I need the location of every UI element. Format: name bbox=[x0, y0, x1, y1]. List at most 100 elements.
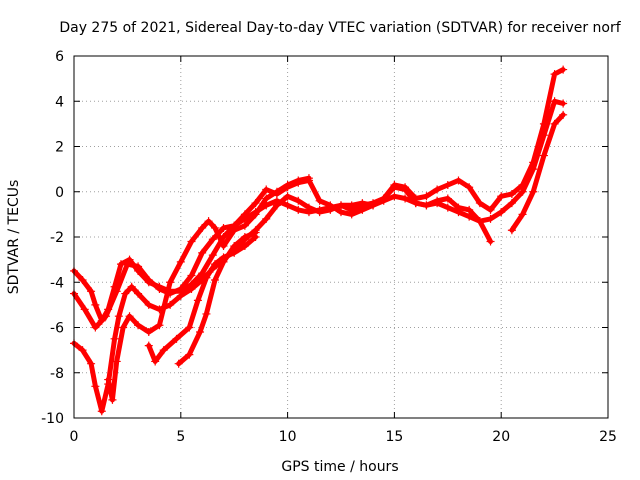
series-5-point bbox=[193, 296, 202, 305]
series-2-point bbox=[315, 196, 324, 205]
series-6-point bbox=[202, 309, 211, 318]
x-tick-label: 10 bbox=[279, 429, 297, 445]
series-3-point bbox=[486, 237, 495, 246]
series-4-point bbox=[144, 328, 153, 337]
series-4-point bbox=[240, 221, 249, 230]
series-5-point bbox=[185, 323, 194, 332]
series-4-point bbox=[166, 278, 175, 287]
series-3-point bbox=[518, 210, 527, 219]
axis-ticks: 0 5 10 15 20 25 -10 -8 -6 -4 -2 0 2 4 6 bbox=[41, 49, 617, 445]
series-2-point bbox=[475, 199, 484, 208]
series-2-point bbox=[251, 199, 260, 208]
series-2-point bbox=[507, 190, 516, 199]
series-3-point bbox=[114, 312, 123, 321]
series-3-point bbox=[454, 203, 463, 212]
series-3-point bbox=[304, 203, 313, 212]
series-2-point bbox=[443, 180, 452, 189]
series-1-point bbox=[401, 194, 410, 203]
series-1-point bbox=[87, 287, 96, 296]
series-2-point bbox=[208, 235, 217, 244]
plot-frame bbox=[73, 55, 609, 419]
series-1-point bbox=[78, 275, 87, 284]
series-4-point bbox=[198, 223, 207, 232]
series-2-point bbox=[422, 192, 431, 201]
y-tick-label: 0 bbox=[55, 185, 64, 201]
series-3-point bbox=[433, 196, 442, 205]
series-5-point bbox=[144, 341, 153, 350]
y-tick-label: -2 bbox=[50, 230, 64, 246]
series-4-point bbox=[294, 176, 303, 185]
series-4-point bbox=[125, 312, 134, 321]
series-2-point bbox=[91, 323, 100, 332]
series-3-point bbox=[97, 407, 106, 416]
series-6-point bbox=[174, 359, 183, 368]
series-3-point bbox=[144, 300, 153, 309]
series-5-point bbox=[240, 242, 249, 251]
series-4-point bbox=[283, 180, 292, 189]
series-3-point bbox=[272, 201, 281, 210]
series-3-point bbox=[176, 291, 185, 300]
series-3-point bbox=[422, 201, 431, 210]
series-3-point bbox=[315, 208, 324, 217]
series-3-point bbox=[127, 282, 136, 291]
series-5-point bbox=[210, 260, 219, 269]
series-3-point bbox=[134, 289, 143, 298]
series-4-point bbox=[204, 217, 213, 226]
series-1-point bbox=[507, 199, 516, 208]
series-2-point bbox=[112, 287, 121, 296]
series-3-point bbox=[507, 226, 516, 235]
series-3-point bbox=[283, 192, 292, 201]
series-1-point bbox=[550, 97, 559, 106]
series-1-point bbox=[559, 99, 568, 108]
series-2-point bbox=[454, 176, 463, 185]
series-4-point bbox=[176, 257, 185, 266]
series-4-point bbox=[272, 187, 281, 196]
series-1-point bbox=[390, 192, 399, 201]
series-2-point bbox=[559, 65, 568, 74]
y-tick-label: 6 bbox=[55, 49, 64, 65]
series-4-point bbox=[155, 321, 164, 330]
series-4-point bbox=[230, 226, 239, 235]
series-4-trace bbox=[105, 175, 312, 403]
series-3-point bbox=[337, 201, 345, 210]
series-2-point bbox=[123, 260, 132, 269]
series-2-point bbox=[465, 183, 474, 192]
series-2-point bbox=[176, 285, 185, 294]
series-6-point bbox=[230, 242, 239, 251]
x-tick-label: 25 bbox=[599, 429, 617, 445]
series-4-point bbox=[251, 210, 260, 219]
series-4-point bbox=[112, 357, 121, 366]
data-series bbox=[70, 65, 568, 416]
series-1-point bbox=[497, 208, 506, 217]
series-6-point bbox=[240, 233, 249, 241]
series-1-point bbox=[518, 187, 527, 196]
series-4-point bbox=[219, 242, 228, 251]
series-3-point bbox=[411, 199, 420, 208]
series-2-point bbox=[134, 262, 143, 271]
series-6-point bbox=[219, 257, 228, 266]
series-1-point bbox=[486, 214, 495, 223]
series-3-point bbox=[91, 382, 100, 391]
series-2-point bbox=[337, 208, 345, 217]
series-2-point bbox=[187, 271, 196, 280]
series-3-point bbox=[369, 199, 378, 208]
x-tick-label: 5 bbox=[176, 429, 185, 445]
series-1-point bbox=[198, 269, 207, 278]
series-3-point bbox=[121, 289, 130, 298]
series-2-point bbox=[80, 305, 89, 314]
series-3-trace bbox=[71, 112, 566, 414]
series-3-point bbox=[529, 187, 538, 196]
x-tick-label: 0 bbox=[70, 429, 79, 445]
series-1-point bbox=[294, 205, 303, 214]
grid bbox=[74, 56, 608, 418]
series-2-point bbox=[550, 70, 559, 79]
series-1-point bbox=[91, 300, 100, 309]
series-6-point bbox=[185, 350, 194, 359]
y-tick-label: -4 bbox=[50, 275, 64, 291]
series-3-point bbox=[294, 196, 303, 205]
series-5-trace bbox=[146, 234, 259, 364]
series-3-point bbox=[78, 346, 87, 355]
series-3-point bbox=[347, 205, 356, 214]
series-2-trace bbox=[71, 67, 566, 330]
series-2-point bbox=[219, 223, 228, 232]
